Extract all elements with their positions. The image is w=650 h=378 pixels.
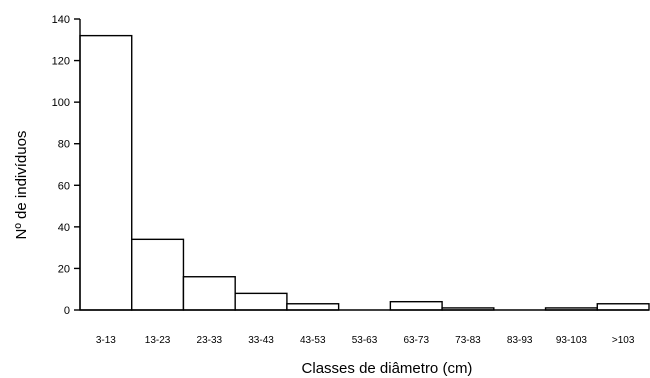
bar bbox=[131, 238, 185, 311]
x-tick-label: 43-53 bbox=[300, 335, 326, 346]
y-tick-label: 80 bbox=[58, 139, 70, 151]
x-tick-label: 83-93 bbox=[507, 335, 533, 346]
bar bbox=[389, 300, 443, 311]
bar bbox=[596, 303, 650, 311]
x-tick-label: 53-63 bbox=[352, 335, 378, 346]
x-axis-tick-labels: 3-13 13-23 23-33 33-43 43-53 53-63 63-73 73-83 8… bbox=[96, 335, 635, 346]
x-tick-label: 3-13 bbox=[96, 335, 116, 346]
y-tick-label: 0 bbox=[64, 305, 70, 317]
bar bbox=[234, 292, 288, 311]
y-axis-title: Nº de indivíduos bbox=[13, 131, 30, 240]
x-tick-label: 93-103 bbox=[556, 335, 588, 346]
y-axis-ticks: 0 20 40 60 80 100 120 140 bbox=[52, 14, 80, 317]
x-axis-title: Classes de diâmetro (cm) bbox=[302, 360, 473, 377]
y-tick-label: 100 bbox=[52, 97, 70, 109]
y-tick-label: 140 bbox=[52, 14, 70, 26]
y-tick-label: 120 bbox=[52, 56, 70, 68]
bar bbox=[286, 303, 340, 311]
bar bbox=[79, 34, 133, 311]
bar bbox=[182, 276, 236, 311]
y-tick-label: 40 bbox=[58, 222, 70, 234]
x-tick-label: >103 bbox=[612, 335, 635, 346]
x-tick-label: 73-83 bbox=[455, 335, 481, 346]
x-tick-label: 63-73 bbox=[403, 335, 429, 346]
y-tick-label: 60 bbox=[58, 180, 70, 192]
x-tick-label: 33-43 bbox=[248, 335, 274, 346]
x-tick-label: 13-23 bbox=[145, 335, 171, 346]
bars bbox=[79, 34, 650, 311]
y-tick-label: 20 bbox=[58, 263, 70, 275]
x-tick-label: 23-33 bbox=[197, 335, 223, 346]
